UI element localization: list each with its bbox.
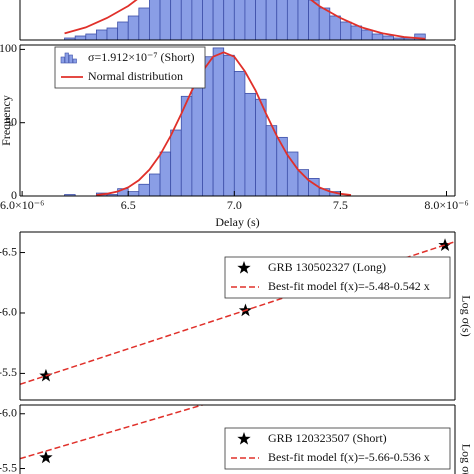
histogram-bar bbox=[138, 7, 150, 40]
histogram-bar bbox=[95, 29, 108, 40]
histogram-bar bbox=[191, 0, 203, 40]
y-tick-label: 50 bbox=[5, 114, 17, 128]
y-tick-label: 100 bbox=[0, 41, 17, 55]
histogram-bar bbox=[382, 35, 394, 40]
y-axis-label: Frequency bbox=[0, 95, 13, 146]
legend-label: Best-fit model f(x)=-5.48-0.542 x bbox=[268, 279, 430, 293]
legend-label: Best-fit model f(x)=-5.66-0.536 x bbox=[268, 450, 430, 464]
legend-icon bbox=[68, 54, 73, 64]
histogram-bar bbox=[212, 0, 225, 40]
histogram-bar bbox=[308, 0, 320, 40]
histogram-bar bbox=[191, 78, 203, 196]
histogram-bar bbox=[149, 0, 161, 40]
histogram-bar bbox=[180, 0, 193, 40]
legend-icon bbox=[237, 261, 251, 274]
histogram-bar bbox=[265, 125, 278, 196]
histogram-bar bbox=[265, 0, 278, 40]
histogram-bar bbox=[202, 0, 214, 40]
y-tick-label: -5.5 bbox=[0, 460, 17, 474]
histogram-bar bbox=[361, 29, 373, 40]
histogram-bar bbox=[318, 7, 331, 40]
legend-label: GRB 130502327 (Long) bbox=[268, 260, 386, 274]
star-point bbox=[39, 450, 53, 464]
histogram-bar bbox=[340, 21, 352, 40]
histogram-bar bbox=[297, 0, 309, 40]
y-axis-label: Log σ(s) bbox=[459, 444, 473, 474]
legend-box bbox=[224, 427, 451, 470]
histogram-bar bbox=[127, 191, 140, 196]
star-point bbox=[438, 238, 452, 251]
y-tick-label: -6.0 bbox=[0, 406, 17, 420]
legend-icon bbox=[72, 58, 77, 64]
histogram-bar bbox=[244, 0, 256, 40]
x-tick-label: 6.0×10⁻⁶ bbox=[0, 198, 44, 212]
legend-label: GRB 120323507 (Short) bbox=[268, 431, 387, 445]
legend-icon bbox=[64, 52, 69, 64]
legend-box bbox=[54, 46, 206, 89]
histogram-bar bbox=[286, 0, 299, 40]
normal-curve bbox=[64, 0, 426, 40]
histogram-bar bbox=[233, 70, 246, 196]
normal-curve bbox=[96, 51, 352, 196]
legend-label: Normal distribution bbox=[88, 69, 183, 83]
legend-icon bbox=[60, 56, 65, 64]
histogram-bar bbox=[159, 0, 172, 40]
fit-line bbox=[20, 405, 205, 460]
histogram-bar bbox=[74, 35, 87, 40]
histogram-bar bbox=[117, 21, 129, 40]
histogram-bar bbox=[276, 0, 288, 40]
histogram-bar bbox=[244, 92, 256, 196]
legend-icon bbox=[237, 432, 251, 445]
x-axis-label: Delay (s) bbox=[215, 215, 259, 229]
histogram-bar bbox=[159, 151, 172, 196]
y-tick-label: -5.5 bbox=[0, 365, 17, 379]
histogram-bar bbox=[127, 15, 140, 40]
y-tick-label: -6.5 bbox=[0, 244, 17, 258]
histogram-bar bbox=[138, 183, 150, 196]
histogram-bar bbox=[329, 15, 341, 40]
x-tick-label: 8.0×10⁻⁶ bbox=[424, 198, 468, 212]
y-tick-label: 0 bbox=[11, 188, 17, 202]
histogram-bar bbox=[233, 0, 246, 40]
histogram-bar bbox=[170, 129, 182, 196]
histogram-bar bbox=[223, 54, 235, 196]
x-tick-label: 7.0 bbox=[227, 198, 242, 212]
histogram-bar bbox=[371, 33, 384, 40]
histogram-bar bbox=[64, 194, 76, 196]
histogram-bar bbox=[350, 25, 363, 40]
histogram-bar bbox=[297, 169, 309, 196]
histogram-bar bbox=[106, 27, 119, 40]
plot-area bbox=[64, 0, 426, 40]
legend-label: σ=1.912×10⁻⁷ (Short) bbox=[88, 50, 195, 64]
plot-area bbox=[20, 405, 205, 464]
legend-box bbox=[224, 256, 451, 299]
histogram-bar bbox=[149, 173, 161, 196]
histogram-bar bbox=[212, 47, 225, 196]
histogram-bar bbox=[170, 0, 182, 40]
histogram-bar bbox=[223, 0, 235, 40]
histogram-bar bbox=[255, 0, 267, 40]
histogram-bar bbox=[255, 98, 267, 196]
histogram-bar bbox=[85, 33, 97, 40]
y-axis-label: Log σ(s) bbox=[459, 295, 473, 336]
x-tick-label: 6.5 bbox=[121, 198, 136, 212]
plot-area bbox=[64, 47, 352, 196]
x-tick-label: 7.5 bbox=[333, 198, 348, 212]
y-tick-label: -6.0 bbox=[0, 305, 17, 319]
